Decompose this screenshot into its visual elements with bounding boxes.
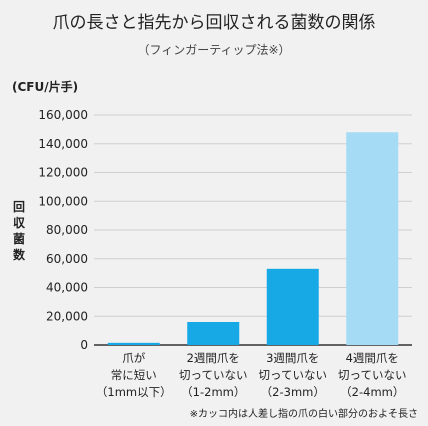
category-label: （2-3mm） [261,385,325,399]
category-label: （2-4mm） [340,385,404,399]
category-label: 切っていない [338,368,406,382]
y-axis-label-char: 収 [13,216,26,230]
category-label: 常に短い [111,368,157,382]
footnote: ※カッコ内は人差し指の爪の白い部分のおよそ長さ [190,407,418,420]
y-tick-label: 160,000 [38,108,88,122]
y-tick-label: 60,000 [46,252,88,266]
bar [107,342,160,345]
category-label: （1mm以下） [96,385,172,399]
y-tick-label: 0 [80,338,88,352]
y-tick-label: 80,000 [46,223,88,237]
y-axis-label-char: 数 [13,247,26,262]
chart-subtitle: （フィンガーティップ法※） [137,43,290,57]
category-label: 4週間爪を [346,351,399,365]
y-tick-label: 100,000 [38,194,88,208]
category-label: 3週間爪を [266,351,319,365]
y-tick-label: 120,000 [38,166,88,180]
category-label: 爪が [122,351,145,365]
y-tick-labels: 0 20,000 40,000 60,000 80,000 100,000 120,000 1… [38,108,88,352]
category-label: 2週間爪を [187,351,240,365]
y-tick-label: 20,000 [46,309,88,323]
category-label: 切っていない [179,368,247,382]
bar [266,268,319,345]
y-axis-label-char: 回 [13,200,25,214]
bars [107,132,399,345]
category-label: （1-2mm） [181,385,245,399]
y-tick-label: 140,000 [38,137,88,151]
bar [346,132,399,345]
bar [187,322,240,345]
category-label: 切っていない [259,368,327,382]
y-axis-label-char: 菌 [13,231,25,246]
chart-title: 爪の長さと指先から回収される菌数の関係 [53,13,376,33]
y-tick-label: 40,000 [46,281,88,295]
unit-label: (CFU/片手) [12,79,78,94]
